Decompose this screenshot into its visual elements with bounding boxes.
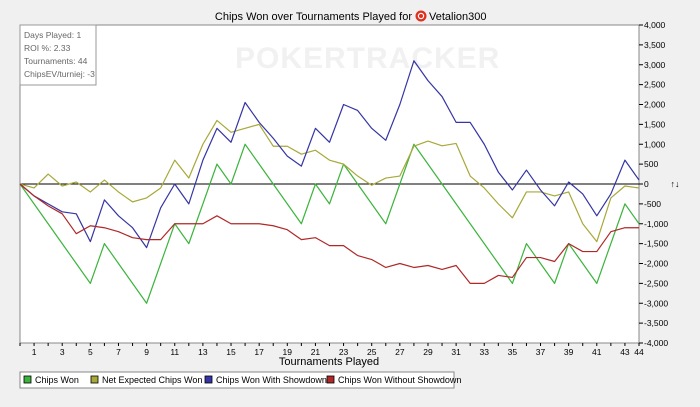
series-lines — [19, 60, 640, 304]
y-tick-label: -1,000 — [644, 219, 668, 229]
y-tick-label: 2,000 — [644, 100, 666, 110]
series-line-chips-won-with-showdown — [19, 60, 640, 249]
x-tick-label: 35 — [508, 347, 518, 357]
chart-player-name: Vetalion300 — [429, 11, 487, 23]
legend-swatch — [326, 375, 335, 384]
legend-frame — [19, 371, 455, 389]
x-tick-label: 3 — [60, 347, 65, 357]
y-tick-label: 1,000 — [644, 139, 666, 149]
x-tick-label: 31 — [451, 347, 461, 357]
y-axis: 4,000 3,500 3,000 2,500 2,000 1,500 1,000 500 0 -… — [639, 20, 668, 348]
x-axis-label: Tournaments Played — [279, 356, 379, 368]
chart-title: Chips Won over Tournaments Played for — [215, 11, 412, 23]
x-tick-label: 44 — [634, 347, 644, 357]
y-unit-mark: ↑↓ — [671, 179, 680, 189]
series-line-chips-won-without-showdown — [19, 183, 639, 284]
y-tick-label: 3,500 — [644, 40, 666, 50]
x-tick-label: 29 — [423, 347, 433, 357]
legend-label: Chips Won Without Showdown — [338, 375, 461, 385]
x-tick-label: 41 — [592, 347, 602, 357]
x-tick-label: 33 — [480, 347, 490, 357]
x-tick-label: 15 — [226, 347, 236, 357]
y-tick-label: -3,000 — [644, 298, 668, 308]
y-tick-label: 1,500 — [644, 119, 666, 129]
legend-swatch — [23, 375, 32, 384]
legend-swatch — [90, 375, 99, 384]
legend-label: Chips Won With Showdown — [216, 375, 327, 385]
y-tick-label: -1,500 — [644, 239, 668, 249]
y-tick-label: -2,000 — [644, 259, 668, 269]
legend-label: Net Expected Chips Won — [102, 375, 202, 385]
y-tick-label: -4,000 — [644, 338, 668, 348]
series-line-net-expected-chips-won — [19, 119, 640, 243]
stats-tournaments: Tournaments: 44 — [24, 56, 88, 66]
x-tick-label: 27 — [395, 347, 405, 357]
x-tick-label: 19 — [283, 347, 293, 357]
legend-label: Chips Won — [35, 375, 79, 385]
stats-box-frame — [19, 24, 97, 86]
x-tick-label: 9 — [144, 347, 149, 357]
y-tick-label: -3,500 — [644, 318, 668, 328]
x-tick-label: 25 — [367, 347, 377, 357]
legend: Chips Won Net Expected Chips Won Chips Won… — [19, 371, 461, 389]
series-line-chips-won — [19, 143, 640, 304]
y-tick-label: -2,500 — [644, 278, 668, 288]
x-tick-label: 7 — [116, 347, 121, 357]
y-tick-label: 2,500 — [644, 80, 666, 90]
x-tick-label: 43 — [620, 347, 630, 357]
x-tick-label: 11 — [170, 347, 179, 357]
y-tick-label: 3,000 — [644, 60, 666, 70]
x-tick-label: 21 — [311, 347, 321, 357]
x-tick-label: 1 — [32, 347, 37, 357]
x-axis: 1 3 5 7 9 11 13 15 17 19 21 23 25 27 29 31 33 35 37 39 41 43 4… — [19, 343, 644, 357]
stats-days-played: Days Played: 1 — [24, 30, 81, 40]
y-tick-label: 0 — [644, 179, 649, 189]
x-tick-label: 5 — [88, 347, 93, 357]
stats-chips-ev: ChipsEV/turniej: -3 — [24, 69, 95, 79]
watermark-text: POKERTRACKER — [235, 42, 500, 75]
chart-title-group: Chips Won over Tournaments Played for Ve… — [215, 10, 487, 23]
y-tick-label: 4,000 — [644, 20, 666, 30]
x-tick-label: 39 — [564, 347, 574, 357]
pokertracker-watermark: POKERTRACKER — [235, 42, 500, 75]
x-tick-label: 37 — [536, 347, 546, 357]
legend-swatch — [204, 375, 213, 384]
x-tick-label: 17 — [254, 347, 264, 357]
poker-chip-icon — [415, 10, 427, 22]
x-tick-label: 13 — [198, 347, 208, 357]
y-tick-label: 500 — [644, 159, 658, 169]
stats-roi: ROI %: 2.33 — [24, 43, 71, 53]
x-tick-label: 23 — [339, 347, 349, 357]
y-tick-label: -500 — [644, 199, 661, 209]
stats-box: Days Played: 1 ROI %: 2.33 Tournaments: … — [19, 24, 97, 86]
